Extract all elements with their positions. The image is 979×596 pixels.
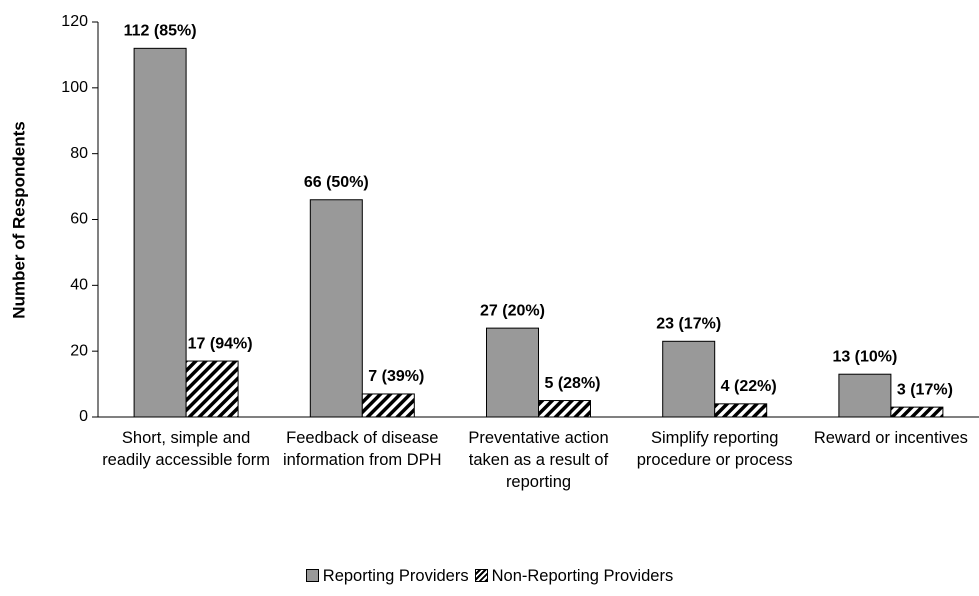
legend-item: Reporting Providers (305, 567, 469, 585)
y-axis-title: Number of Respondents (9, 121, 28, 318)
y-tick-label: 40 (70, 277, 88, 294)
legend-item: Non-Reporting Providers (474, 567, 674, 585)
value-label: 13 (10%) (832, 348, 897, 365)
value-label: 27 (20%) (480, 302, 545, 319)
value-label: 5 (28%) (544, 375, 600, 392)
y-tick-label: 60 (70, 211, 88, 228)
bar (185, 360, 239, 418)
value-label: 17 (94%) (188, 335, 253, 352)
legend-label: Reporting Providers (322, 567, 469, 585)
legend: Reporting Providers Non-Reporting Provide… (0, 567, 979, 586)
bar (361, 393, 415, 418)
value-label: 4 (22%) (721, 378, 777, 395)
x-tick-label: Feedback of disease information from DPH (282, 429, 442, 469)
x-tick-label: Preventative action taken as a result of… (468, 429, 609, 491)
bar (538, 400, 591, 418)
y-tick-label: 80 (70, 145, 88, 162)
bar (838, 373, 892, 418)
bar (714, 403, 768, 418)
x-tick-label: Reward or incentives (813, 429, 968, 447)
y-tick-label: 20 (70, 342, 88, 359)
bar (486, 327, 539, 418)
y-tick-label: 100 (61, 79, 88, 96)
bar (890, 406, 944, 418)
bar (133, 47, 187, 418)
value-label: 23 (17%) (656, 316, 721, 333)
x-tick-label: Short, simple and readily accessible for… (102, 429, 270, 469)
value-label: 3 (17%) (897, 381, 953, 398)
bar (309, 199, 363, 418)
legend-swatch (474, 569, 488, 582)
value-label: 112 (85%) (124, 23, 197, 40)
y-tick-label: 120 (61, 13, 88, 30)
legend-label: Non-Reporting Providers (491, 567, 674, 585)
bar (662, 340, 716, 418)
y-tick-label: 0 (79, 408, 88, 425)
x-tick-label: Simplify reporting procedure or process (636, 429, 793, 469)
legend-swatch (305, 569, 319, 582)
value-label: 66 (50%) (304, 174, 369, 191)
value-label: 7 (39%) (368, 368, 424, 385)
